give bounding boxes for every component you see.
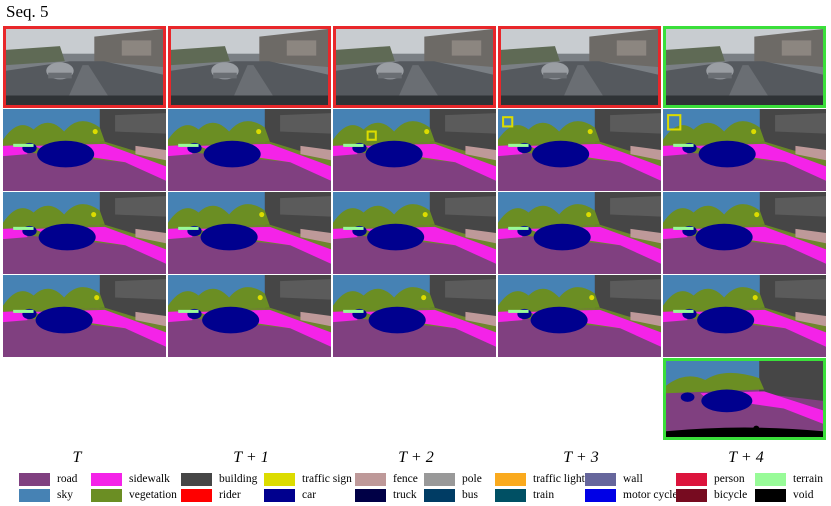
legend-label: pole — [462, 473, 482, 485]
legend-item: person — [676, 472, 745, 486]
legend-label: sidewalk — [129, 473, 170, 485]
rgb-frame-3 — [498, 26, 661, 108]
segmentation-frame-r2-c4 — [663, 192, 826, 274]
legend-item: bicycle — [676, 488, 747, 502]
column-label-t: T — [72, 449, 82, 466]
legend-label: vegetation — [129, 489, 177, 501]
segmentation-frame-r3-c1 — [168, 275, 331, 357]
legend-swatch — [181, 488, 212, 502]
legend-label: terrain — [793, 473, 824, 485]
legend-item: car — [264, 488, 316, 502]
legend-label: motor cycle — [623, 489, 678, 501]
ground-truth-frame — [663, 358, 826, 440]
legend-label: void — [793, 489, 814, 501]
legend-swatch — [355, 472, 386, 486]
traffic-sign-highlight-box — [667, 114, 682, 131]
column-label-t-plus-2: T + 2 — [398, 449, 434, 466]
legend-label: bicycle — [714, 489, 748, 501]
legend-item: pole — [424, 472, 482, 486]
legend-swatch — [676, 488, 707, 502]
column-label-t-plus-3: T + 3 — [563, 449, 599, 466]
legend-item: truck — [355, 488, 417, 502]
legend-swatch — [585, 472, 616, 486]
legend-label: road — [57, 473, 78, 485]
segmentation-frame-r1-c0 — [3, 109, 166, 191]
segmentation-frame-r1-c2 — [333, 109, 496, 191]
legend-swatch — [181, 472, 212, 486]
legend-label: building — [219, 473, 258, 485]
legend-swatch — [91, 472, 122, 486]
legend-swatch — [91, 488, 122, 502]
legend-item: road — [19, 472, 77, 486]
legend-swatch — [355, 488, 386, 502]
legend-swatch — [676, 472, 707, 486]
segmentation-frame-r2-c0 — [3, 192, 166, 274]
legend-item: traffic light — [495, 472, 585, 486]
segmentation-frame-r2-c1 — [168, 192, 331, 274]
legend-item: vegetation — [91, 488, 177, 502]
legend-item: bus — [424, 488, 478, 502]
legend-item: sky — [19, 488, 73, 502]
legend-swatch — [424, 472, 455, 486]
legend-label: wall — [623, 473, 643, 485]
legend-label: train — [533, 489, 555, 501]
legend-item: sidewalk — [91, 472, 170, 486]
legend-item: train — [495, 488, 554, 502]
segmentation-frame-r1-c3 — [498, 109, 661, 191]
legend-item: motor cycle — [585, 488, 678, 502]
legend-swatch — [424, 488, 455, 502]
segmentation-frame-r3-c3 — [498, 275, 661, 357]
legend-item: building — [181, 472, 257, 486]
legend-swatch — [264, 488, 295, 502]
segmentation-frame-r3-c2 — [333, 275, 496, 357]
legend-label: person — [714, 473, 745, 485]
legend-item: fence — [355, 472, 418, 486]
legend-swatch — [755, 488, 786, 502]
legend-swatch — [495, 472, 526, 486]
legend-label: fence — [393, 473, 418, 485]
legend-item: void — [755, 488, 813, 502]
traffic-sign-highlight-box — [502, 116, 514, 128]
legend-swatch — [585, 488, 616, 502]
rgb-frame-1 — [168, 26, 331, 108]
rgb-frame-0 — [3, 26, 166, 108]
rgb-frame-4 — [663, 26, 826, 108]
legend-label: truck — [393, 489, 417, 501]
legend-label: sky — [57, 489, 73, 501]
segmentation-frame-r3-c0 — [3, 275, 166, 357]
segmentation-frame-r2-c3 — [498, 192, 661, 274]
legend-item: traffic sign — [264, 472, 352, 486]
legend-swatch — [755, 472, 786, 486]
traffic-sign-highlight-box — [366, 130, 377, 141]
segmentation-frame-r1-c4 — [663, 109, 826, 191]
legend-label: bus — [462, 489, 478, 501]
legend-swatch — [264, 472, 295, 486]
legend-label: traffic light — [533, 473, 585, 485]
segmentation-frame-r3-c4 — [663, 275, 826, 357]
segmentation-frame-r2-c2 — [333, 192, 496, 274]
legend-label: traffic sign — [302, 473, 352, 485]
class-legend: road sidewalk building traffic sign fence pol… — [0, 472, 831, 506]
legend-swatch — [19, 472, 50, 486]
legend-label: rider — [219, 489, 241, 501]
segmentation-frame-r1-c1 — [168, 109, 331, 191]
legend-item: terrain — [755, 472, 823, 486]
legend-label: car — [302, 489, 317, 501]
legend-swatch — [19, 488, 50, 502]
column-label-t-plus-4: T + 4 — [728, 449, 764, 466]
column-label-t-plus-1: T + 1 — [233, 449, 269, 466]
legend-item: wall — [585, 472, 643, 486]
legend-item: rider — [181, 488, 241, 502]
legend-swatch — [495, 488, 526, 502]
rgb-frame-2 — [333, 26, 496, 108]
sequence-title: Seq. 5 — [6, 2, 49, 21]
